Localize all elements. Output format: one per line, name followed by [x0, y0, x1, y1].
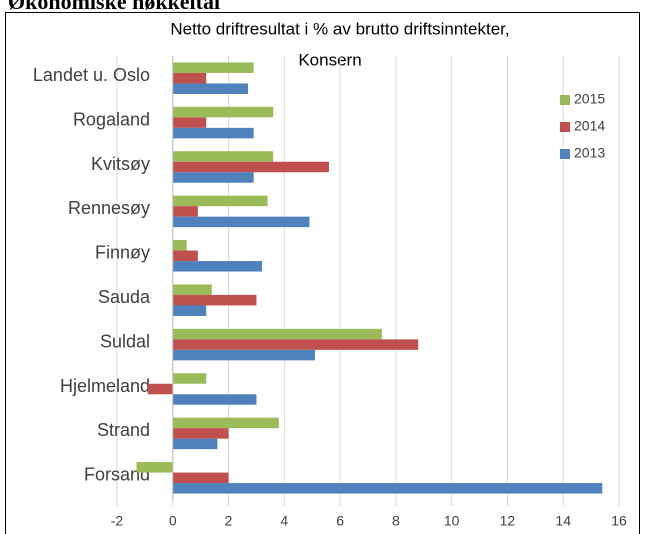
x-tick-label: 16: [611, 513, 627, 529]
bar: [172, 216, 310, 228]
bar: [172, 62, 254, 73]
bar: [172, 240, 187, 251]
legend-swatch: [560, 149, 570, 159]
x-tick-label: -2: [111, 513, 124, 529]
y-tick-label: Rogaland: [73, 109, 150, 129]
bar: [172, 106, 274, 118]
bar: [172, 195, 268, 207]
legend-swatch: [560, 95, 570, 105]
bar: [172, 83, 249, 94]
bar: [172, 117, 207, 128]
legend-label: 2014: [574, 118, 605, 134]
chart-border: [5, 12, 640, 534]
bar: [147, 383, 173, 395]
bar: [172, 349, 316, 361]
chart-title: Konsern: [298, 50, 361, 69]
x-tick-label: 4: [280, 513, 288, 529]
y-tick-label: Forsand: [84, 465, 150, 485]
bar: [172, 438, 218, 450]
bar: [172, 328, 382, 340]
y-tick-label: Finnøy: [95, 243, 150, 263]
bar: [172, 261, 263, 272]
bar: [172, 417, 279, 429]
x-tick-label: 14: [555, 513, 571, 529]
bar: [172, 206, 198, 217]
bar: [172, 294, 257, 306]
legend-swatch: [560, 122, 570, 132]
y-tick-label: Rennesøy: [68, 198, 150, 218]
y-tick-label: Strand: [97, 420, 150, 440]
bar: [172, 72, 207, 84]
x-tick-label: 10: [444, 513, 460, 529]
y-tick-label: Sauda: [98, 287, 151, 307]
bar: [172, 472, 229, 484]
y-tick-label: Hjelmeland: [60, 376, 150, 396]
bar: [172, 305, 207, 316]
bar: [172, 172, 254, 183]
bar: [172, 284, 212, 295]
bar: [172, 161, 329, 173]
bar: [172, 483, 603, 494]
legend-label: 2013: [574, 145, 605, 161]
chart-title: Netto driftresultat i % av brutto drifts…: [170, 19, 509, 38]
page-heading: Økonomiske nøkkeltal: [8, 0, 220, 14]
x-tick-label: 12: [500, 513, 516, 529]
bar: [172, 428, 229, 439]
bar: [172, 339, 419, 350]
bar: [172, 373, 207, 384]
bar: [172, 394, 257, 405]
x-tick-label: 0: [169, 513, 177, 529]
y-tick-label: Kvitsøy: [91, 154, 150, 174]
x-tick-label: 2: [225, 513, 233, 529]
legend-label: 2015: [574, 91, 605, 107]
x-tick-label: 6: [336, 513, 344, 529]
bar: [172, 250, 198, 262]
y-tick-label: Suldal: [100, 331, 150, 351]
x-tick-label: 8: [392, 513, 400, 529]
bar: [136, 462, 173, 473]
bar: [172, 151, 274, 162]
bar: [172, 127, 254, 139]
y-tick-label: Landet u. Oslo: [33, 65, 150, 85]
